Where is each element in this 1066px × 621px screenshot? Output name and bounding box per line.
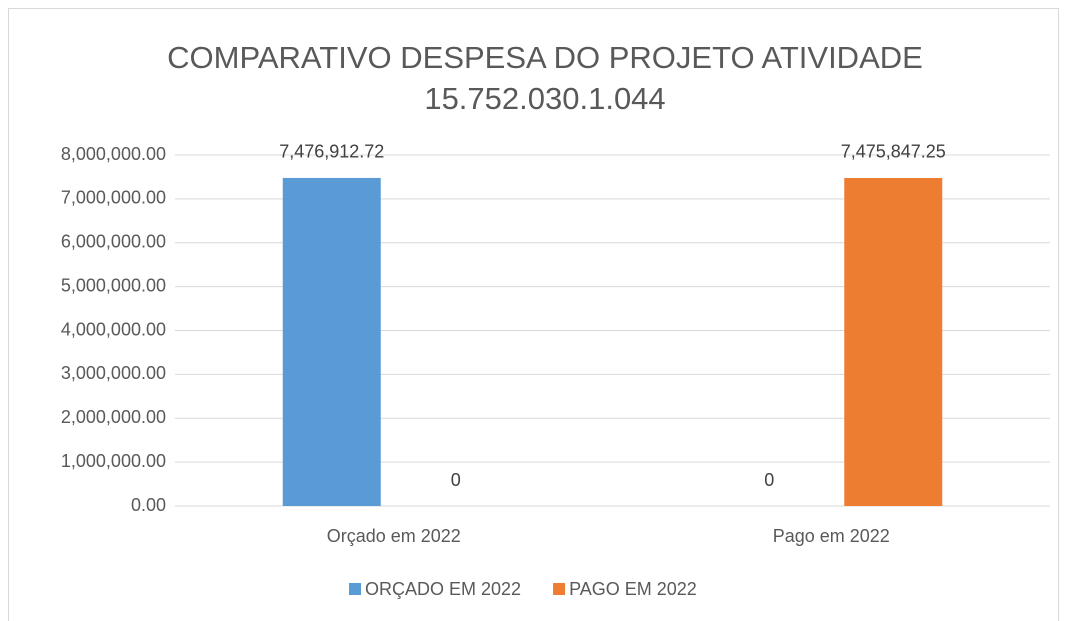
y-tick-label: 0.00 [131,495,166,515]
legend-label: PAGO EM 2022 [569,579,697,599]
y-tick-label: 1,000,000.00 [61,451,166,471]
legend-label: ORÇADO EM 2022 [365,579,521,599]
y-tick-label: 7,000,000.00 [61,188,166,208]
y-tick-label: 8,000,000.00 [61,144,166,164]
legend-swatch [553,583,566,595]
chart-title: COMPARATIVO DESPESA DO PROJETO ATIVIDADE [167,40,923,75]
y-tick-label: 4,000,000.00 [61,319,166,339]
data-label: 7,475,847.25 [841,142,946,162]
y-tick-label: 2,000,000.00 [61,407,166,427]
data-label: 7,476,912.72 [279,142,384,162]
x-tick-label: Orçado em 2022 [327,526,461,546]
x-tick-label: Pago em 2022 [773,526,890,546]
data-label: 0 [764,470,774,490]
y-tick-label: 3,000,000.00 [61,363,166,383]
chart-title: 15.752.030.1.044 [424,81,665,116]
data-label: 0 [451,470,461,490]
bar [844,177,943,507]
y-tick-label: 5,000,000.00 [61,275,166,295]
legend-swatch [349,583,361,595]
bar [282,177,381,507]
y-tick-label: 6,000,000.00 [61,232,166,252]
